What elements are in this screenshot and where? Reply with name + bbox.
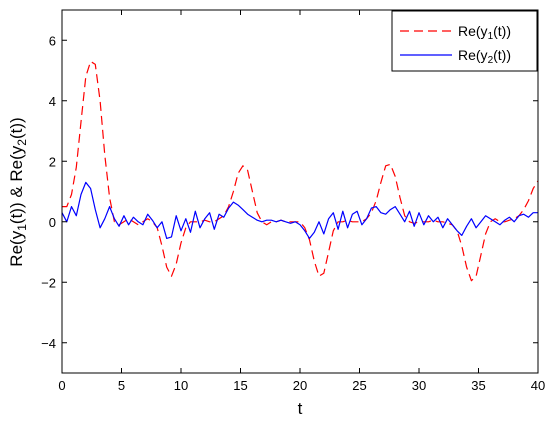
legend-label-part: Re(y — [458, 23, 488, 39]
y-tick-label: 2 — [49, 154, 56, 169]
legend-label-part: Re(y — [458, 47, 488, 63]
x-tick-label: 20 — [293, 378, 307, 393]
y-tick-label: 6 — [49, 33, 56, 48]
x-tick-label: 5 — [118, 378, 125, 393]
legend-label-sub: 2 — [488, 55, 494, 66]
y-axis-title: Re(y1(t)) & Re(y2(t)) — [7, 117, 29, 266]
x-tick-label: 30 — [412, 378, 426, 393]
x-tick-label: 15 — [233, 378, 247, 393]
ticks-layer: 0 5 10 15 20 25 30 35 40 −4 −2 0 2 4 6 — [41, 10, 545, 393]
legend-label-part: (t)) — [493, 47, 511, 63]
legend-label-sub: 1 — [488, 31, 494, 42]
series-layer — [61, 60, 539, 282]
series-line-2 — [61, 181, 538, 239]
legend-label-series-1: Re(y1(t)) — [458, 23, 511, 42]
legend-box — [391, 10, 538, 72]
y-tick-label: −4 — [41, 336, 56, 351]
legend-label-part: (t)) — [493, 23, 511, 39]
x-tick-label: 35 — [471, 378, 485, 393]
x-tick-label: 40 — [531, 378, 545, 393]
y-tick-label: 0 — [49, 215, 56, 230]
y-tick-label: −2 — [41, 275, 56, 290]
series-line-1 — [62, 60, 539, 282]
x-tick-label: 0 — [58, 378, 65, 393]
legend-label-series-2: Re(y2(t)) — [458, 47, 511, 66]
x-tick-label: 25 — [352, 378, 366, 393]
y-axis-title-sub: 2 — [15, 139, 29, 146]
y-axis-title-part: (t)) & Re(y — [7, 145, 26, 224]
x-tick-label: 10 — [174, 378, 188, 393]
y-axis-title-sub: 1 — [15, 224, 29, 231]
y-axis-title-part: (t)) — [7, 117, 26, 139]
y-axis-title-part: Re(y — [7, 230, 26, 266]
x-axis-title: t — [298, 399, 303, 418]
legend: Re(y1(t)) Re(y2(t)) — [391, 10, 538, 72]
y-tick-label: 4 — [49, 94, 56, 109]
